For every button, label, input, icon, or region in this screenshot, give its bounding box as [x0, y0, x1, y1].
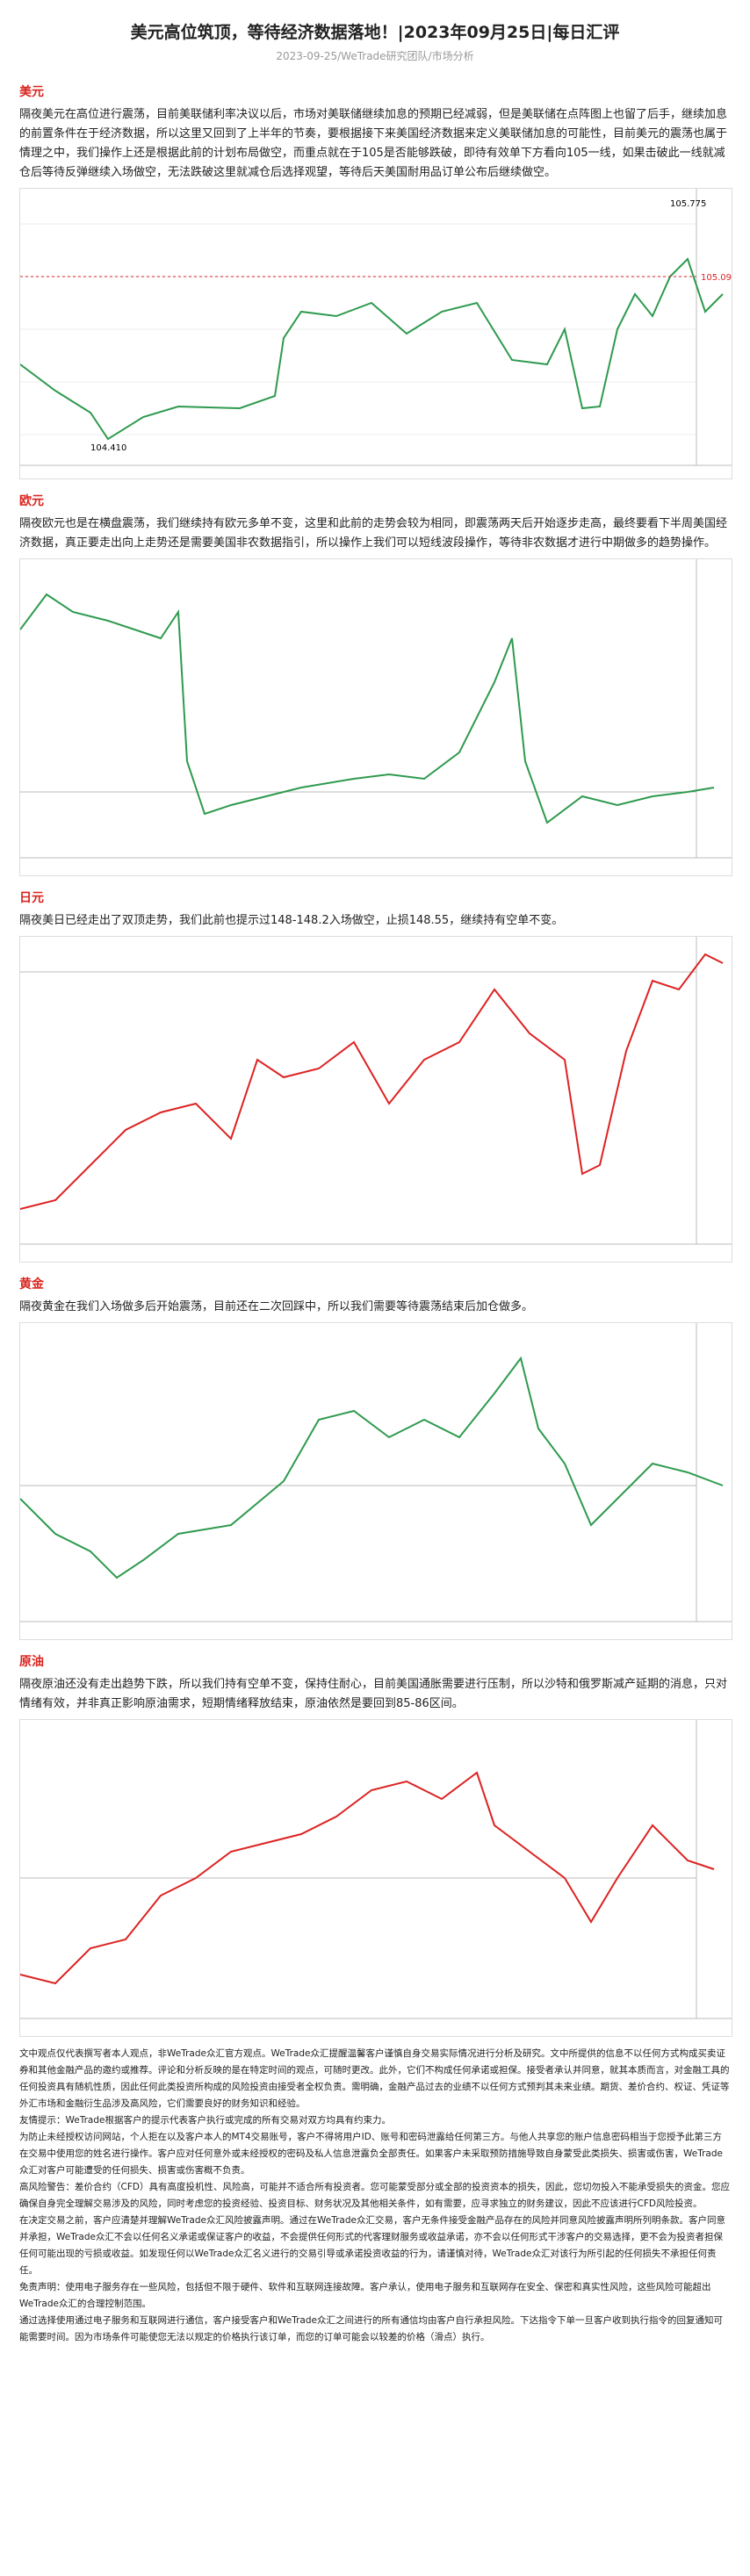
section-heading: 原油 [19, 1655, 44, 1669]
disclaimer-text: 为防止未经授权访问网站，个人拒在以及客户本人的MT4交易账号，客户不得将用户ID… [19, 2132, 723, 2176]
price-label: 104.410 [90, 443, 126, 453]
disclaimer-text: 高风险警告：差价合约（CFD）具有高度投机性、风险高，可能并不适合所有投资者。您… [19, 2182, 730, 2209]
chart-image [19, 936, 732, 1263]
chart-image: 105.775 104.410 105.090 [19, 188, 732, 479]
title: 美元高位筑顶，等待经济数据落地！|2023年09月25日|每日汇评 [130, 23, 620, 42]
section-text: 隔夜美元在高位进行震荡，目前美联储利率决议以后，市场对美联储继续加息的预期已经减… [19, 108, 728, 179]
page: 美元高位筑顶，等待经济数据落地！|2023年09月25日|每日汇评 2023-0… [0, 19, 750, 2576]
disclaimer-text: 文中观点仅代表撰写者本人观点，非WeTrade众汇官方观点。WeTrade众汇提… [19, 2048, 730, 2109]
disclaimer-text: 免责声明：使用电子服务存在一些风险，包括但不限于硬件、软件和互联网连接故障。客户… [19, 2282, 711, 2309]
chart-image [19, 558, 732, 876]
chart-image [19, 1719, 732, 2037]
disclaimer-text: 友情提示：WeTrade根据客户的提示代表客户执行或完成的所有交易对双方均具有约… [19, 2115, 391, 2126]
section-text: 隔夜原油还没有走出趋势下跌，所以我们持有空单不变，保持住耐心，目前美国通胀需要进… [19, 1678, 728, 1710]
section-heading: 欧元 [19, 494, 44, 508]
price-label: 105.775 [670, 199, 706, 209]
section-heading: 日元 [19, 891, 44, 905]
article: 美元高位筑顶，等待经济数据落地！|2023年09月25日|每日汇评 2023-0… [0, 19, 750, 2346]
section-text: 隔夜美日已经走出了双顶走势，我们此前也提示过148-148.2入场做空，止损14… [19, 914, 564, 927]
section-text: 隔夜欧元也是在横盘震荡，我们继续持有欧元多单不变，这里和此前的走势会较为相同，即… [19, 517, 728, 550]
subtitle: 2023-09-25/WeTrade研究团队/市场分析 [276, 50, 474, 62]
disclaimer-text: 在决定交易之前，客户应清楚并理解WeTrade众汇风险披露声明。通过在WeTra… [19, 2215, 725, 2276]
section-heading: 黄金 [19, 1277, 44, 1292]
section-text: 隔夜黄金在我们入场做多后开始震荡，目前还在二次回踩中，所以我们需要等待震荡结束后… [19, 1300, 534, 1313]
section-heading: 美元 [19, 85, 44, 99]
price-label: 105.090 [701, 273, 732, 283]
disclaimer: 文中观点仅代表撰写者本人观点，非WeTrade众汇官方观点。WeTrade众汇提… [19, 2046, 731, 2346]
disclaimer-text: 通过选择使用通过电子服务和互联网进行通信，客户接受客户和WeTrade众汇之间进… [19, 2315, 723, 2342]
chart-image [19, 1322, 732, 1640]
